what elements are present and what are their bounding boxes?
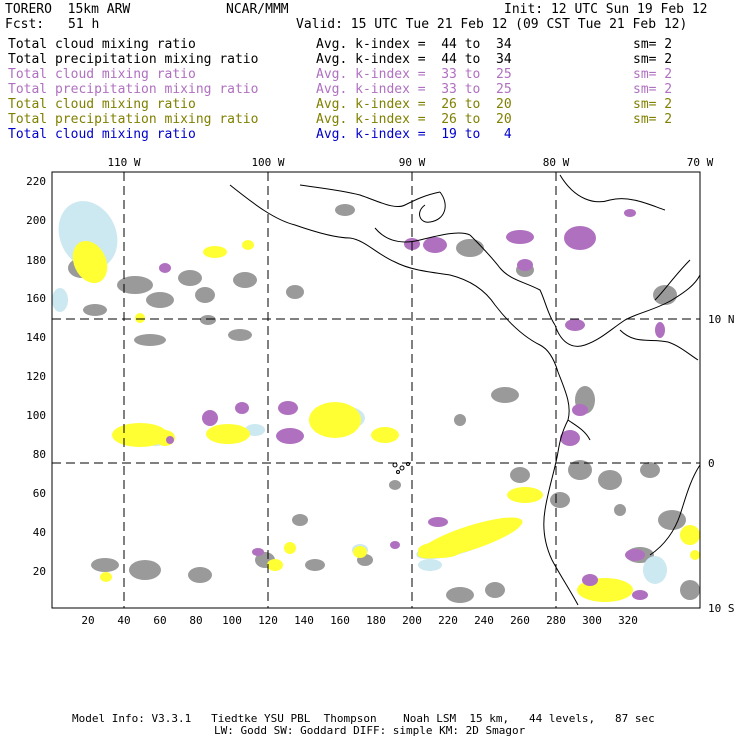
latitude-labels: 10 N 0 10 S xyxy=(708,313,735,615)
x-tick-label: 320 xyxy=(618,614,638,627)
legend-field: Total cloud mixing ratio xyxy=(8,67,196,82)
legend-field: Total precipitation mixing ratio xyxy=(8,112,259,127)
longitude-label: 110 W xyxy=(107,156,140,169)
org-label: NCAR/MMM xyxy=(226,2,289,17)
latitude-label: 10 N xyxy=(708,313,735,326)
y-tick-label: 20 xyxy=(33,565,46,578)
x-axis-ticks: 20 40 60 80 100 120 140 160 180 200 220 240 260 280 30… xyxy=(81,614,638,627)
x-tick-label: 20 xyxy=(81,614,94,627)
forecast-label: Fcst: xyxy=(5,17,45,32)
longitude-label: 70 W xyxy=(687,156,714,169)
latitude-label: 10 S xyxy=(708,602,735,615)
x-tick-label: 220 xyxy=(438,614,458,627)
y-tick-label: 100 xyxy=(26,409,46,422)
legend-field: Total precipitation mixing ratio xyxy=(8,82,259,97)
legend-index: Avg. k-index = 44 to 34 xyxy=(316,37,512,52)
plot-frame xyxy=(51,171,701,609)
y-tick-label: 80 xyxy=(33,448,46,461)
footer-physics-info: LW: Godd SW: Goddard DIFF: simple KM: 2D… xyxy=(214,724,526,737)
galapagos-islands xyxy=(392,462,410,474)
legend-sm: sm= 2 xyxy=(633,97,673,112)
latitude-label: 0 xyxy=(708,457,715,470)
x-tick-label: 180 xyxy=(366,614,386,627)
legend-field: Total cloud mixing ratio xyxy=(8,97,196,112)
y-tick-label: 180 xyxy=(26,254,46,267)
legend-index: Avg. k-index = 26 to 20 xyxy=(316,112,512,127)
legend-field: Total cloud mixing ratio xyxy=(8,37,196,52)
x-tick-label: 120 xyxy=(258,614,278,627)
valid-time: Valid: 15 UTC Tue 21 Feb 12 (09 CST Tue … xyxy=(296,17,688,32)
init-time: Init: 12 UTC Sun 19 Feb 12 xyxy=(504,2,708,17)
x-tick-label: 240 xyxy=(474,614,494,627)
yellow-precip-field xyxy=(72,240,700,602)
grid-lines xyxy=(52,172,700,608)
forecast-hours: 51 h xyxy=(68,17,100,32)
legend-sm: sm= 2 xyxy=(633,82,673,97)
y-tick-label: 40 xyxy=(33,526,46,539)
legend-index: Avg. k-index = 19 to 4 xyxy=(316,127,512,142)
footer-model-info: Model Info: V3.3.1 Tiedtke YSU PBL Thomp… xyxy=(72,712,655,725)
legend-field: Total precipitation mixing ratio xyxy=(8,52,259,67)
x-tick-label: 40 xyxy=(117,614,130,627)
legend-index: Avg. k-index = 26 to 20 xyxy=(316,97,512,112)
longitude-label: 90 W xyxy=(399,156,426,169)
y-tick-label: 160 xyxy=(26,292,46,305)
longitude-label: 80 W xyxy=(543,156,570,169)
x-tick-label: 80 xyxy=(189,614,202,627)
legend-sm: sm= 2 xyxy=(633,37,673,52)
legend-field: Total cloud mixing ratio xyxy=(8,127,196,142)
y-tick-label: 60 xyxy=(33,487,46,500)
y-axis-ticks: 220 200 180 160 140 120 100 80 60 40 20 xyxy=(26,175,46,578)
coastline xyxy=(229,174,701,606)
x-tick-label: 300 xyxy=(582,614,602,627)
legend-sm: sm= 2 xyxy=(633,67,673,82)
x-tick-label: 280 xyxy=(546,614,566,627)
x-tick-label: 140 xyxy=(294,614,314,627)
y-tick-label: 140 xyxy=(26,331,46,344)
longitude-label: 100 W xyxy=(251,156,284,169)
x-tick-label: 60 xyxy=(153,614,166,627)
x-tick-label: 160 xyxy=(330,614,350,627)
longitude-labels: 110 W 100 W 90 W 80 W 70 W xyxy=(107,156,713,169)
y-tick-label: 220 xyxy=(26,175,46,188)
y-tick-label: 120 xyxy=(26,370,46,383)
legend-index: Avg. k-index = 33 to 25 xyxy=(316,82,512,97)
legend-sm: sm= 2 xyxy=(633,52,673,67)
light-blue-cloud-field xyxy=(52,201,667,584)
legend-index: Avg. k-index = 33 to 25 xyxy=(316,67,512,82)
legend-sm: sm= 2 xyxy=(633,112,673,127)
model-title: TORERO 15km ARW xyxy=(5,2,131,17)
x-tick-label: 100 xyxy=(222,614,242,627)
x-tick-label: 200 xyxy=(402,614,422,627)
y-tick-label: 200 xyxy=(26,214,46,227)
legend-index: Avg. k-index = 44 to 34 xyxy=(316,52,512,67)
x-tick-label: 260 xyxy=(510,614,530,627)
